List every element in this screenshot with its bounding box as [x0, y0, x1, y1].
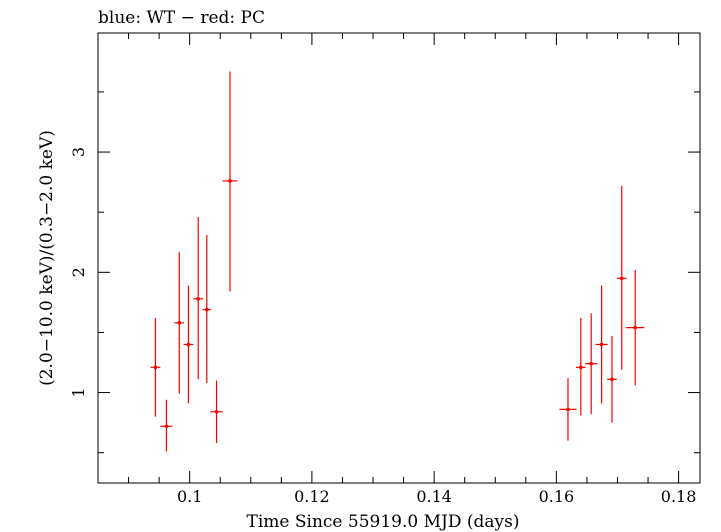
x-axis-ticks: 0.1 0.12 0.14 0.16 0.18: [97, 33, 697, 506]
data-point: [616, 185, 627, 370]
x-tick-label: 0.16: [539, 487, 575, 506]
data-point: [160, 399, 173, 452]
data-points: [150, 71, 645, 452]
point-marker: [599, 342, 604, 347]
point-marker: [204, 307, 209, 312]
point-marker: [214, 410, 219, 414]
point-marker: [579, 365, 583, 370]
x-tick-label: 0.12: [294, 487, 330, 506]
x-tick-label: 0.18: [661, 487, 697, 506]
point-marker: [164, 424, 169, 429]
data-point: [174, 251, 185, 394]
y-axis-label: (2.0−10.0 keV)/(0.3−2.0 keV): [37, 130, 57, 386]
data-point: [585, 313, 598, 415]
data-point: [559, 378, 577, 441]
data-point: [222, 71, 238, 292]
data-point: [626, 269, 645, 386]
point-marker: [153, 365, 158, 370]
x-axis-label: Time Since 55919.0 MJD (days): [247, 512, 520, 532]
point-marker: [610, 377, 614, 382]
chart-title: blue: WT − red: PC: [98, 8, 265, 28]
point-marker: [186, 342, 191, 347]
data-point: [595, 285, 608, 404]
data-point: [607, 336, 617, 423]
data-point: [183, 285, 194, 404]
data-point: [193, 216, 204, 380]
x-tick-label: 0.1: [177, 487, 202, 506]
point-marker: [228, 179, 232, 183]
data-point: [210, 380, 223, 444]
y-tick-label: 1: [69, 387, 88, 397]
point-marker: [196, 296, 201, 301]
x-tick-label: 0.14: [416, 487, 452, 506]
y-tick-label: 2: [69, 267, 88, 277]
point-marker: [619, 276, 624, 281]
point-marker: [177, 321, 182, 325]
y-axis-ticks: 1 2 3: [69, 91, 700, 454]
data-point: [202, 235, 212, 383]
data-point: [150, 318, 161, 417]
point-marker: [566, 407, 570, 412]
point-marker: [589, 361, 594, 366]
plot-frame: [97, 32, 701, 484]
data-point: [575, 318, 586, 416]
y-tick-label: 3: [69, 147, 88, 157]
point-marker: [633, 325, 638, 330]
